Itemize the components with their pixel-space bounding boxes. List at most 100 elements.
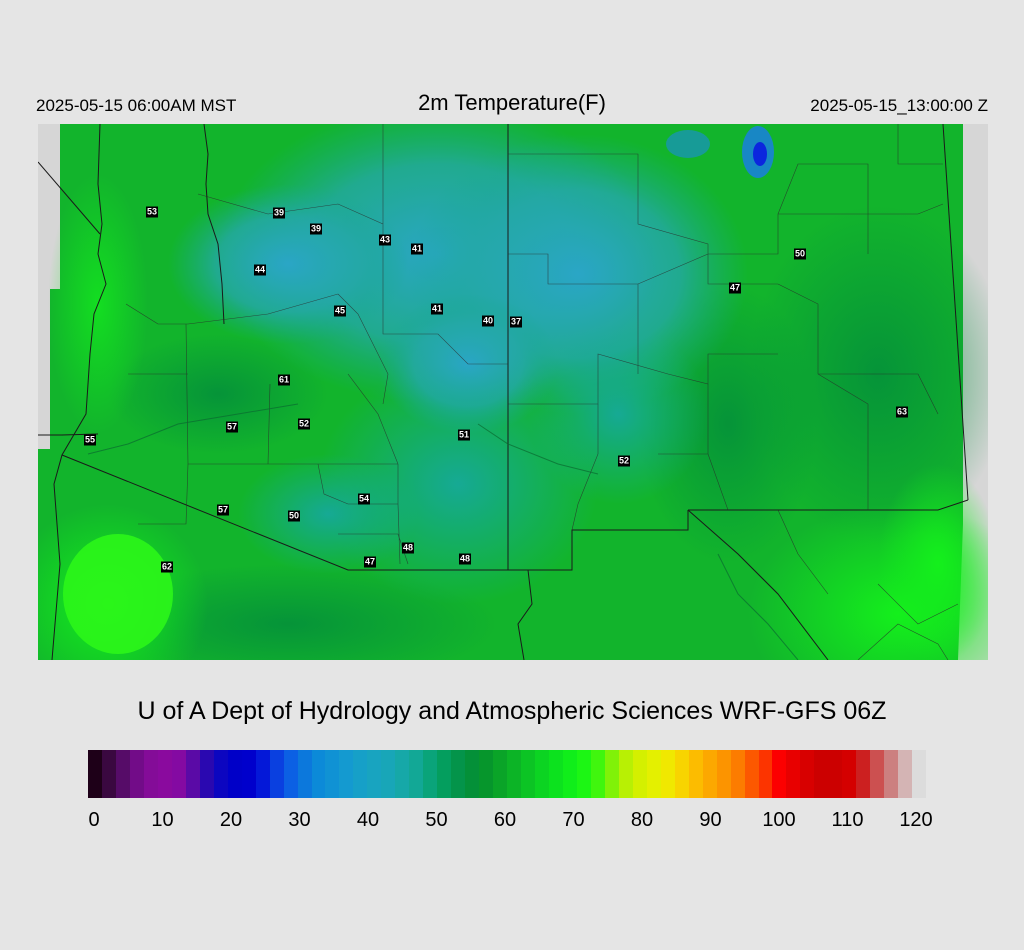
colorbar-segment (157, 750, 172, 798)
colorbar-tick-label: 120 (899, 809, 933, 831)
colorbar-segment (576, 750, 591, 798)
station-label: 61 (277, 374, 291, 386)
colorbar-segment (255, 750, 270, 798)
colorbar-tick-label: 40 (356, 809, 380, 831)
colorbar-segment (115, 750, 130, 798)
colorbar-segment (507, 750, 522, 798)
station-label: 39 (309, 223, 323, 235)
colorbar-segment (521, 750, 535, 798)
colorbar-segment (535, 750, 549, 798)
colorbar-segment (912, 750, 927, 798)
colorbar-segment (143, 750, 158, 798)
colorbar-segment (842, 750, 857, 798)
station-label: 62 (160, 561, 174, 573)
colorbar-segment (325, 750, 340, 798)
station-label: 47 (728, 282, 742, 294)
colorbar-tick-label: 90 (699, 809, 722, 831)
station-label: 39 (272, 207, 286, 219)
colorbar-segment (562, 750, 577, 798)
colorbar-ticks: 0 10 20 30 40 50 60 70 80 90 100 110 120 (88, 809, 932, 835)
colorbar-segment (898, 750, 913, 798)
colorbar-tick-label: 30 (288, 809, 311, 831)
valid-time-local: 2025-05-15 06:00AM MST (36, 96, 237, 115)
colorbar-segment (744, 750, 759, 798)
station-label: 43 (378, 234, 392, 246)
map-title: 2m Temperature(F) (418, 90, 606, 115)
colorbar-segment (870, 750, 885, 798)
station-label: 57 (225, 421, 239, 433)
temperature-map: 53 39 39 43 41 44 50 47 45 41 40 37 61 57 52 55 51 52 63 54… (38, 124, 988, 660)
station-label: 52 (617, 455, 631, 467)
colorbar-tick-label: 100 (762, 809, 796, 831)
colorbar-segment (185, 750, 200, 798)
station-label: 41 (430, 303, 444, 315)
colorbar-segment (465, 750, 480, 798)
station-label: 45 (333, 305, 347, 317)
colorbar (88, 750, 927, 798)
colorbar-segment (758, 750, 773, 798)
colorbar-segment (590, 750, 605, 798)
station-label: 63 (895, 406, 909, 418)
colorbar-segment (297, 750, 312, 798)
colorbar-segment (660, 750, 675, 798)
colorbar-segment (632, 750, 647, 798)
colorbar-segment (339, 750, 354, 798)
station-label: 50 (793, 248, 807, 260)
station-label: 52 (297, 418, 311, 430)
colorbar-segment (493, 750, 508, 798)
colorbar-segment (604, 750, 619, 798)
colorbar-segment (856, 750, 871, 798)
station-label: 50 (287, 510, 301, 522)
colorbar-segment (618, 750, 633, 798)
colorbar-segment (423, 750, 438, 798)
colorbar-tick-label: 70 (562, 809, 585, 831)
station-label: 48 (401, 542, 415, 554)
colorbar-segment (884, 750, 899, 798)
colorbar-segment (381, 750, 396, 798)
colorbar-segment (367, 750, 382, 798)
station-label: 54 (357, 493, 371, 505)
colorbar-segment (199, 750, 214, 798)
station-label: 37 (509, 316, 523, 328)
colorbar-segment (786, 750, 801, 798)
colorbar-segment (129, 750, 144, 798)
colorbar-segment (688, 750, 703, 798)
colorbar-segment (269, 750, 284, 798)
station-label: 44 (253, 264, 267, 276)
colorbar-tick-label: 110 (831, 809, 864, 831)
colorbar-tick-label: 10 (151, 809, 174, 831)
colorbar-segment (828, 750, 843, 798)
colorbar-segment (171, 750, 186, 798)
colorbar-tick-label: 80 (630, 809, 654, 831)
station-label: 41 (410, 243, 424, 255)
colorbar-segment (437, 750, 452, 798)
colorbar-segment (646, 750, 661, 798)
colorbar-segment (213, 750, 228, 798)
colorbar-segment (353, 750, 368, 798)
colorbar-segment (772, 750, 787, 798)
station-label: 57 (216, 504, 230, 516)
colorbar-segment (241, 750, 256, 798)
colorbar-segment (409, 750, 424, 798)
colorbar-tick-label: 20 (219, 809, 243, 831)
station-label: 53 (145, 206, 159, 218)
colorbar-segment (814, 750, 829, 798)
colorbar-segment (88, 750, 102, 798)
colorbar-tick-label: 0 (88, 809, 100, 831)
station-label: 51 (457, 429, 471, 441)
colorbar-segment (311, 750, 326, 798)
station-label: 47 (363, 556, 377, 568)
station-label: 48 (458, 553, 472, 565)
station-label: 40 (481, 315, 495, 327)
colorbar-segment (716, 750, 731, 798)
temperature-map-graphic (38, 124, 988, 660)
colorbar-tick-label: 60 (493, 809, 517, 831)
colorbar-segment (800, 750, 815, 798)
colorbar-segment (702, 750, 717, 798)
colorbar-segment (283, 750, 298, 798)
colorbar-tick-label: 50 (425, 809, 448, 831)
colorbar-segment (674, 750, 689, 798)
colorbar-segment (451, 750, 466, 798)
colorbar-segment (101, 750, 116, 798)
colorbar-segment (395, 750, 410, 798)
